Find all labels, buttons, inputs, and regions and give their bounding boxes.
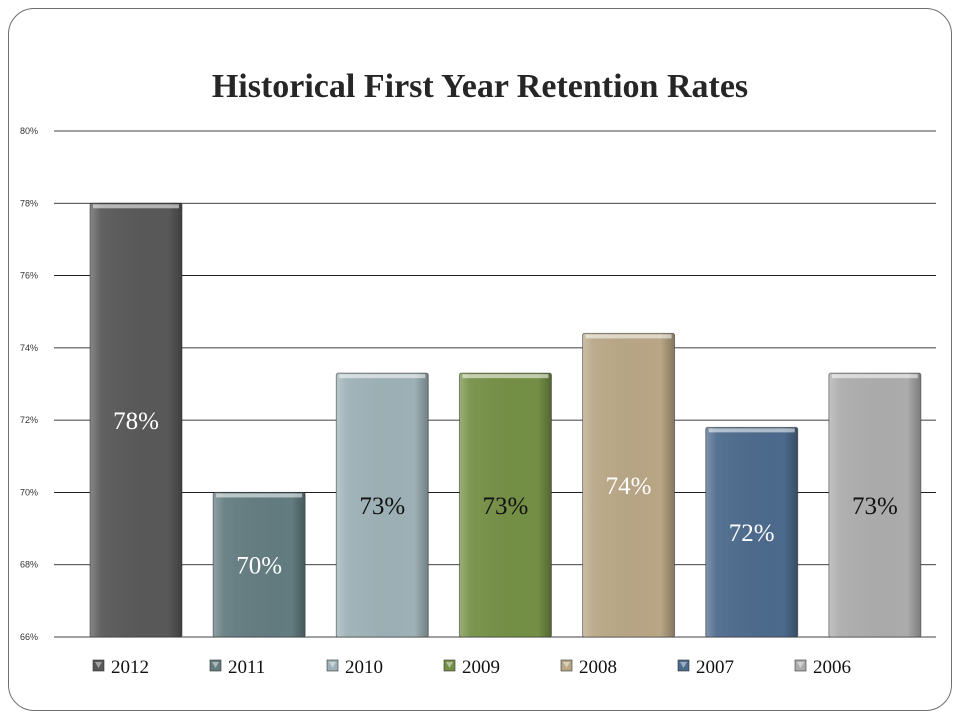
- legend-swatch-highlight: [95, 662, 102, 668]
- legend-swatch-highlight: [680, 662, 687, 668]
- y-tick-label: 70%: [20, 487, 38, 497]
- legend-item-2009: 2009: [443, 657, 500, 678]
- y-tick-label: 66%: [20, 632, 38, 642]
- chart-title: Historical First Year Retention Rates: [211, 68, 749, 105]
- bar-bevel: [93, 204, 179, 209]
- legend-swatch-highlight: [563, 662, 570, 668]
- bar-outline: [458, 372, 552, 638]
- bar-2007: [705, 426, 799, 638]
- bar-shine: [705, 427, 798, 637]
- data-label-2012: 78%: [113, 408, 159, 435]
- legend-label: 2010: [345, 657, 383, 678]
- data-label-2007: 72%: [729, 520, 775, 547]
- bar-bevel: [831, 374, 918, 379]
- y-tick-label: 68%: [20, 560, 38, 570]
- legend-item-2010: 2010: [326, 657, 383, 678]
- bar-bevel: [339, 374, 426, 379]
- bar-2006: [828, 372, 922, 638]
- bar-shine: [582, 333, 675, 637]
- bar-shine: [336, 373, 429, 637]
- legend-swatch: [326, 659, 339, 672]
- data-label-2006: 73%: [852, 493, 898, 520]
- bar-2010: [335, 372, 429, 638]
- legend-item-2007: 2007: [677, 657, 734, 678]
- bar-2012: [89, 202, 183, 638]
- bar-outline: [705, 426, 799, 638]
- bar-shine: [90, 203, 182, 638]
- legend-item-2011: 2011: [209, 657, 265, 678]
- legend-swatch: [92, 659, 105, 672]
- legend-swatch: [443, 659, 456, 672]
- y-tick-label: 74%: [20, 343, 38, 353]
- legend-swatch-highlight: [797, 662, 804, 668]
- legend-label: 2009: [462, 657, 500, 678]
- bar-bevel: [462, 374, 549, 379]
- bar-shine: [213, 492, 306, 637]
- y-tick-label: 72%: [20, 415, 38, 425]
- legend-label: 2012: [111, 657, 149, 678]
- y-tick-label: 76%: [20, 271, 38, 281]
- legend: 2012 2011 2010 2009 2008 2007 2006: [92, 657, 851, 678]
- bar-bevel: [708, 428, 795, 433]
- legend-item-2012: 2012: [92, 657, 149, 678]
- data-labels: 78% 70% 73% 73% 74% 72% 73%: [113, 408, 898, 580]
- bar-shine: [459, 373, 552, 637]
- y-tick-label: 78%: [20, 198, 38, 208]
- legend-swatch: [560, 659, 573, 672]
- data-label-2008: 74%: [606, 473, 652, 500]
- legend-swatch: [677, 659, 690, 672]
- bar-2011: [212, 491, 306, 638]
- legend-label: 2008: [579, 657, 617, 678]
- bar-outline: [335, 372, 429, 638]
- legend-swatch: [209, 659, 222, 672]
- data-label-2010: 73%: [359, 493, 405, 520]
- data-label-2009: 73%: [483, 493, 529, 520]
- bar-outline: [828, 372, 922, 638]
- legend-label: 2006: [813, 657, 851, 678]
- legend-swatch-highlight: [329, 662, 336, 668]
- legend-label: 2007: [696, 657, 734, 678]
- data-label-2011: 70%: [236, 553, 282, 580]
- legend-item-2006: 2006: [794, 657, 851, 678]
- bar-bevel: [216, 493, 303, 498]
- bars: [89, 202, 922, 638]
- bar-2008: [582, 332, 676, 638]
- legend-swatch-highlight: [446, 662, 453, 668]
- bar-2009: [458, 372, 552, 638]
- bar-bevel: [585, 334, 672, 339]
- bar-shine: [828, 373, 921, 637]
- bar-outline: [212, 491, 306, 638]
- y-tick-label: 80%: [20, 126, 38, 136]
- legend-swatch-highlight: [212, 662, 219, 668]
- legend-label: 2011: [228, 657, 265, 678]
- bar-outline: [582, 332, 676, 638]
- legend-swatch: [794, 659, 807, 672]
- bar-outline: [89, 202, 183, 638]
- legend-item-2008: 2008: [560, 657, 617, 678]
- y-axis-ticks: 80% 78% 76% 74% 72% 70% 68% 66%: [20, 126, 38, 642]
